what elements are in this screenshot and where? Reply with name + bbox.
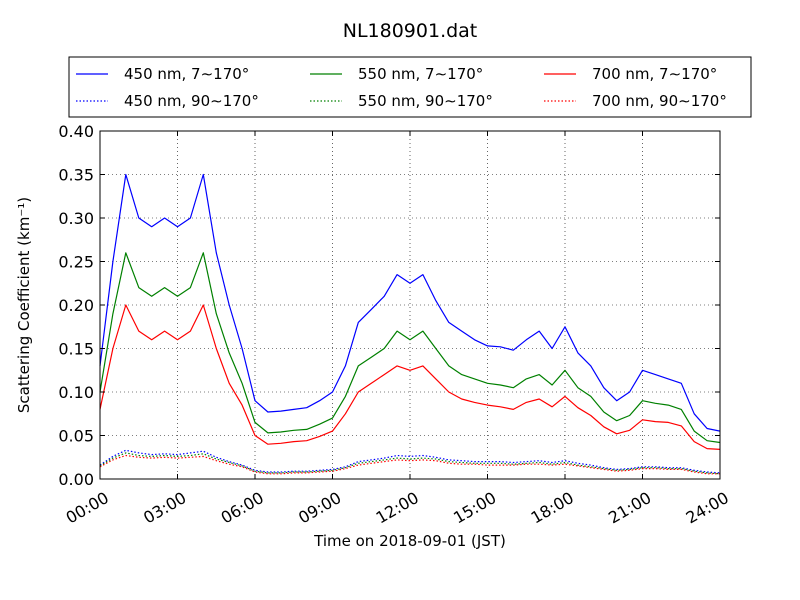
series-line-2 <box>99 304 721 450</box>
y-tick-label: 0.40 <box>58 122 94 141</box>
legend: 450 nm, 7∼170° 550 nm, 7∼170° 700 nm, 7∼17… <box>68 56 752 118</box>
y-axis-label: Scattering Coefficient (km⁻¹) <box>15 197 33 413</box>
series-line-5 <box>99 454 720 475</box>
y-tick-label: 0.15 <box>58 340 94 359</box>
x-tick-label: 09:00 <box>295 488 344 528</box>
legend-entry: 700 nm, 90∼170° <box>592 92 727 110</box>
legend-entry: 450 nm, 7∼170° <box>124 65 249 83</box>
chart-title: NL180901.dat <box>343 20 478 42</box>
legend-box <box>68 56 752 118</box>
x-tick-label: 06:00 <box>218 488 267 528</box>
y-tick-label: 0.30 <box>58 209 94 228</box>
y-tick-label: 0.35 <box>58 166 94 185</box>
x-tick-label: 24:00 <box>683 488 732 528</box>
series-layer <box>99 173 721 475</box>
series-line-4 <box>99 452 721 475</box>
series-line-0 <box>99 173 721 432</box>
legend-entry: 700 nm, 7∼170° <box>592 65 717 83</box>
x-tick-label: 12:00 <box>373 488 422 528</box>
grid <box>100 131 720 479</box>
x-axis-label: Time on 2018-09-01 (JST) <box>313 532 506 550</box>
legend-entry: 550 nm, 90∼170° <box>358 92 493 110</box>
x-tick-label: 00:00 <box>63 488 112 528</box>
x-tick-label: 03:00 <box>140 488 189 528</box>
y-tick-label: 0.25 <box>58 253 94 272</box>
legend-entry: 550 nm, 7∼170° <box>358 65 483 83</box>
legend-entry: 450 nm, 90∼170° <box>124 92 259 110</box>
y-tick-label: 0.20 <box>58 296 94 315</box>
y-tick-label: 0.05 <box>58 427 94 446</box>
y-tick-label: 0.10 <box>58 383 94 402</box>
x-tick-label: 15:00 <box>450 488 499 528</box>
x-tick-label: 18:00 <box>528 488 577 528</box>
y-tick-label: 0.00 <box>58 470 94 489</box>
ticks: 00:00 03:00 06:00 09:00 12:00 15:00 18:00 21:00… <box>58 122 732 528</box>
x-tick-label: 21:00 <box>605 488 654 528</box>
series-line-1 <box>99 252 721 444</box>
